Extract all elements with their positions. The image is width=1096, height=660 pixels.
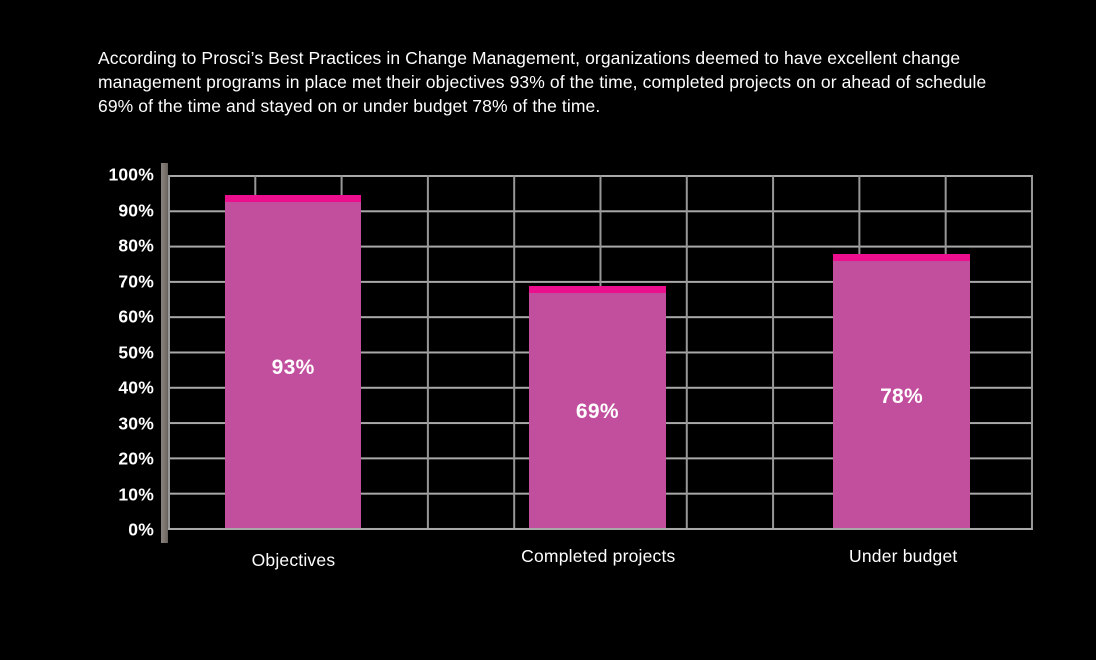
y-tick-label: 100% <box>108 164 154 185</box>
y-tick-label: 40% <box>118 377 154 398</box>
y-axis-labels: 100% 90% 80% 70% 60% 50% 40% 30% 20% 10% 0% <box>0 165 154 540</box>
bar-value-label: 78% <box>880 384 923 408</box>
intro-line-2: management programs in place met their o… <box>98 72 987 92</box>
x-axis-label-under-budget: Under budget <box>849 546 958 566</box>
x-axis-label-objectives: Objectives <box>251 550 336 570</box>
x-axis-label-completed-projects: Completed projects <box>521 546 676 566</box>
bar-objectives: 93% <box>224 194 362 528</box>
y-tick-label: 50% <box>118 342 154 362</box>
intro-line-3: 69% of the time and stayed on or under b… <box>98 96 601 116</box>
bar-top-cap <box>833 254 970 262</box>
intro-line-1: According to Prosci’s Best Practices in … <box>98 48 961 68</box>
x-axis-labels: Objectives Completed projects Under budget <box>168 545 1033 571</box>
y-tick-label: 30% <box>118 413 154 433</box>
bar-under-budget: 78% <box>833 254 970 528</box>
y-axis-line <box>161 163 168 543</box>
bar-value-label: 93% <box>271 356 315 380</box>
plot-area: 93% 69% 78% <box>168 175 1033 530</box>
y-tick-label: 10% <box>118 484 154 504</box>
y-tick-label: 60% <box>118 306 154 327</box>
bar-top-cap <box>224 194 362 202</box>
y-tick-label: 90% <box>118 200 154 220</box>
bar-top-cap <box>529 285 666 293</box>
bar-completed-projects: 69% <box>529 285 666 528</box>
y-tick-label: 0% <box>128 519 154 540</box>
y-tick-label: 80% <box>118 235 154 256</box>
y-tick-label: 20% <box>118 448 154 469</box>
intro-paragraph: According to Prosci’s Best Practices in … <box>98 46 986 118</box>
bar-value-label: 69% <box>575 399 619 423</box>
y-tick-label: 70% <box>118 271 154 291</box>
